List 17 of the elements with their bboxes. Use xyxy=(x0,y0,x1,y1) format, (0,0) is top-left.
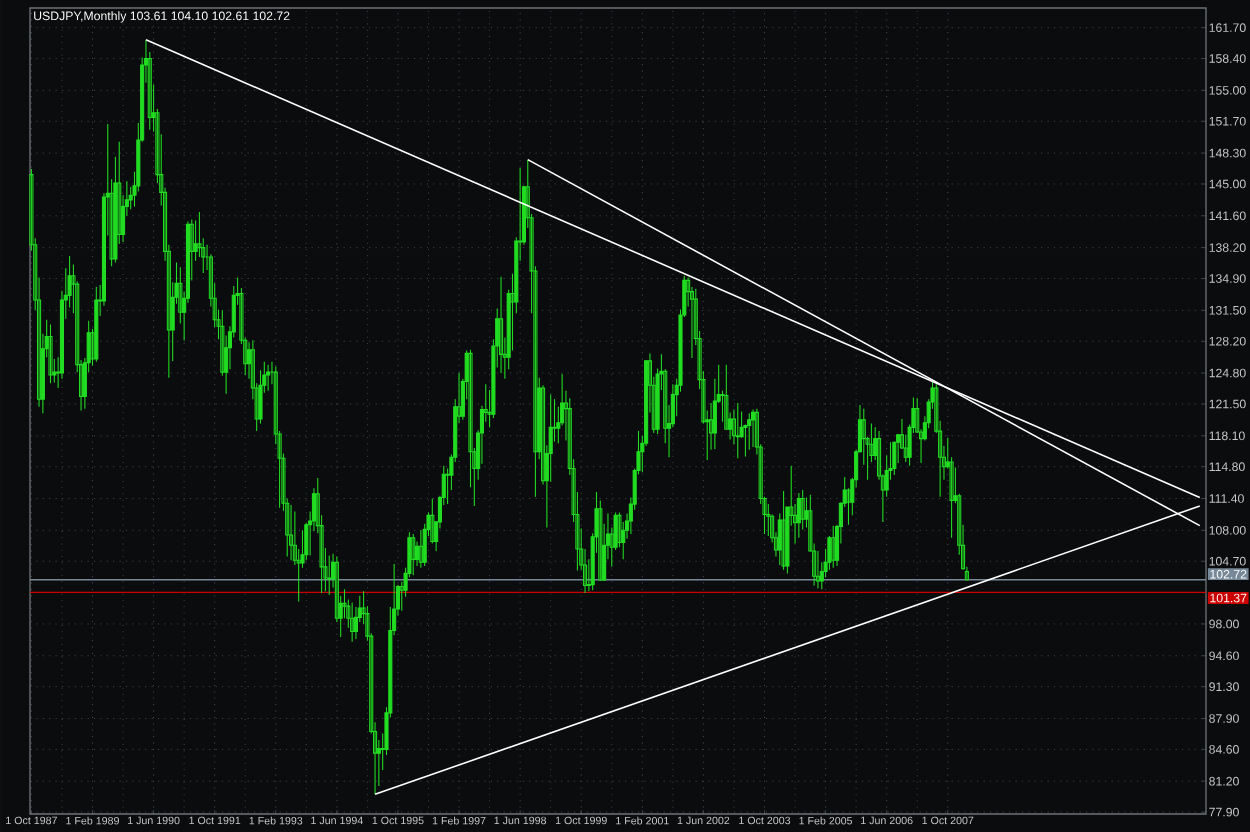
candlestick xyxy=(750,409,756,448)
candlestick xyxy=(621,521,626,560)
candlestick xyxy=(327,555,332,596)
candlestick xyxy=(831,525,836,569)
candlestick xyxy=(288,504,294,561)
candlestick xyxy=(689,286,695,359)
candlestick xyxy=(411,533,416,576)
candlestick xyxy=(418,529,423,569)
candlestick xyxy=(266,364,271,392)
candlestick xyxy=(735,402,740,459)
candlestick xyxy=(796,492,801,539)
candlestick xyxy=(350,601,355,643)
candlestick xyxy=(781,490,786,571)
candlestick xyxy=(747,412,752,451)
candlestick xyxy=(94,286,99,363)
candlestick xyxy=(766,503,771,537)
candlestick xyxy=(815,550,821,589)
